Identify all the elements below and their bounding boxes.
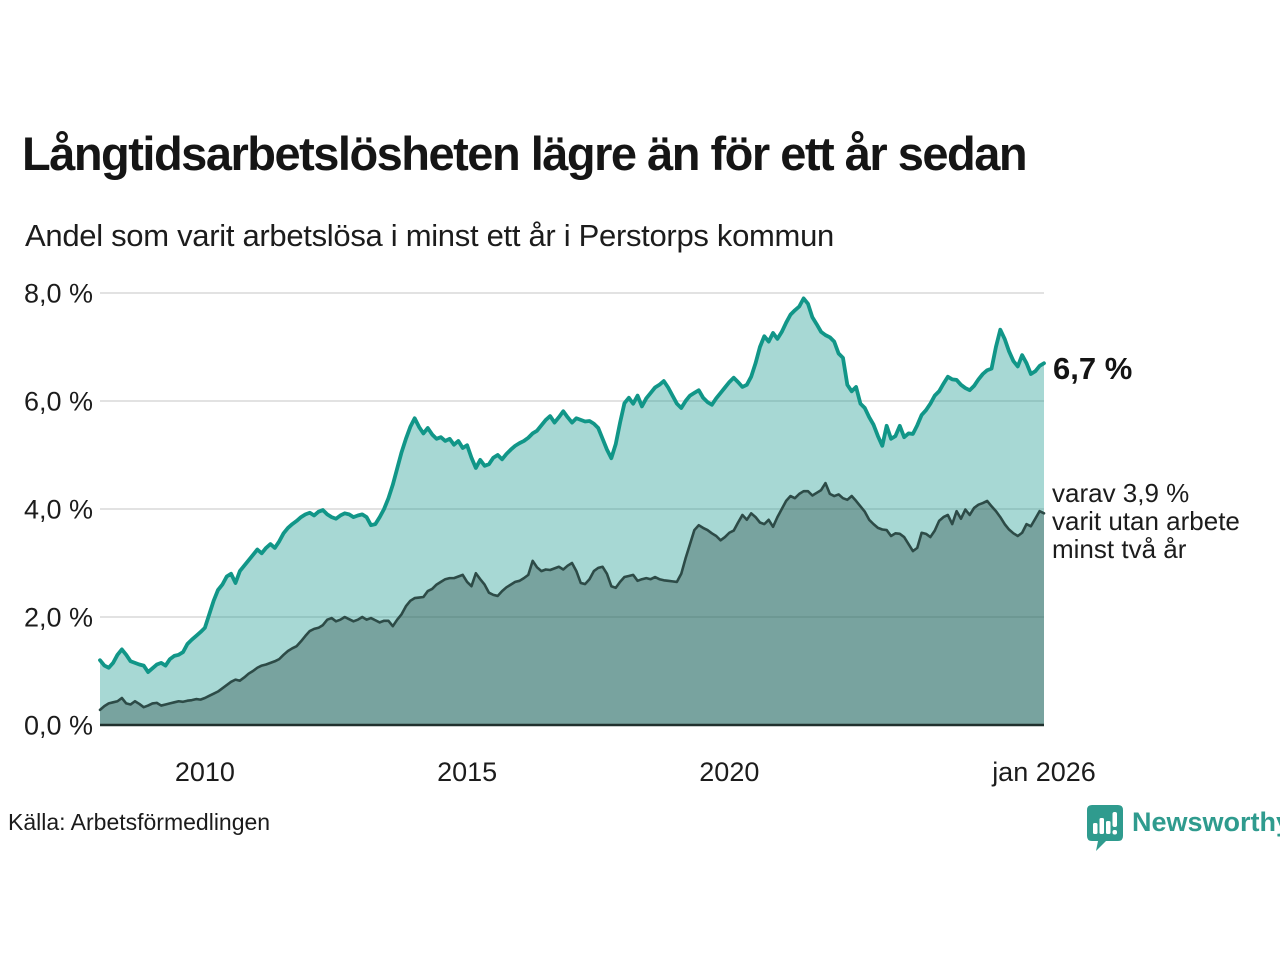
x-tick-label-2010: 2010 xyxy=(175,757,235,787)
y-tick-label-0: 0,0 % xyxy=(24,711,93,741)
series1-end-value-label: 6,7 % xyxy=(1053,351,1133,386)
series2-end-note: varav 3,9 % varit utan arbete minst två … xyxy=(1052,479,1240,563)
series2-note-line2: varit utan arbete xyxy=(1052,506,1240,536)
logo-bar-3 xyxy=(1106,821,1111,834)
series-1-area xyxy=(100,298,1044,725)
series-2-area xyxy=(100,483,1044,725)
logo-bar-2 xyxy=(1099,818,1104,834)
source-attribution: Källa: Arbetsförmedlingen xyxy=(8,809,271,835)
x-tick-label-2015: 2015 xyxy=(437,757,497,787)
y-tick-label-2: 2,0 % xyxy=(24,603,93,633)
page-title: Långtidsarbetslösheten lägre än för ett … xyxy=(22,127,1028,180)
series2-note-line1: varav 3,9 % xyxy=(1052,478,1190,508)
series-1-line xyxy=(98,296,1046,674)
x-tick-label-jan-2026: jan 2026 xyxy=(991,757,1096,787)
logo-bubble-shape xyxy=(1087,805,1123,851)
logo-exclamation-bar xyxy=(1112,812,1117,827)
newsworthy-logo-icon xyxy=(1087,805,1123,851)
y-tick-label-8: 8,0 % xyxy=(24,279,93,309)
y-tick-label-6: 6,0 % xyxy=(24,387,93,417)
newsworthy-logo: Newsworthy xyxy=(1086,804,1280,852)
logo-wordmark: Newsworthy xyxy=(1132,807,1280,837)
series2-note-line3: minst två år xyxy=(1052,534,1187,564)
page-subtitle: Andel som varit arbetslösa i minst ett å… xyxy=(25,218,834,253)
y-tick-label-4: 4,0 % xyxy=(24,495,93,525)
x-tick-label-2020: 2020 xyxy=(699,757,759,787)
series-2-line xyxy=(98,481,1046,712)
logo-exclamation-dot xyxy=(1112,830,1117,835)
logo-bar-1 xyxy=(1093,823,1098,834)
